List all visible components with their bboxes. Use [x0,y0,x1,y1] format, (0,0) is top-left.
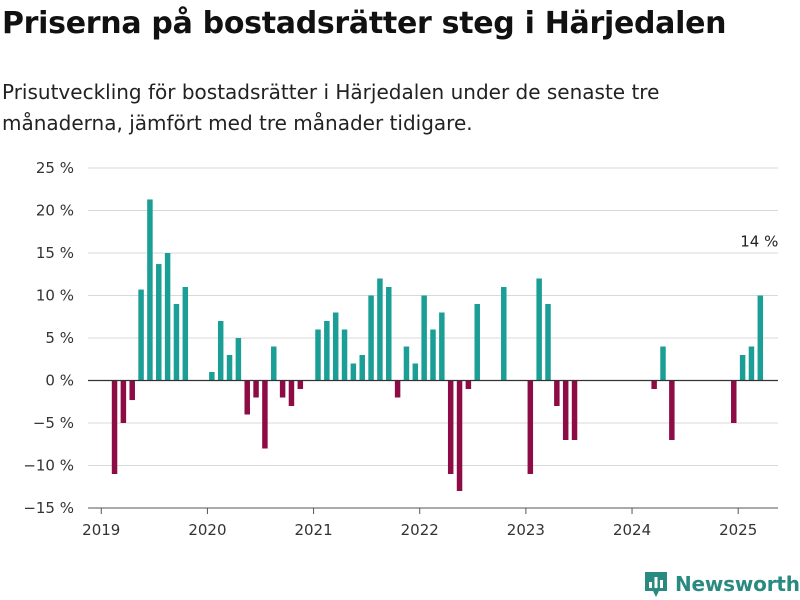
bar [465,380,472,389]
bar [527,380,534,474]
bar [651,380,657,389]
newsworthy-logo: Newsworthy [643,568,800,600]
bar [217,321,224,381]
bar [209,372,215,381]
bar [386,287,392,381]
x-tick-label: 2025 [719,521,757,539]
bar [571,380,578,440]
bar [129,380,135,401]
bar [562,380,569,440]
y-tick-label: −15 % [23,499,74,517]
brand-name: Newsworthy [675,572,800,596]
bar [403,346,410,381]
bar [394,380,401,398]
x-tick-label: 2023 [507,521,545,539]
bar [324,321,330,381]
last-value-annotation: 14 % [740,233,778,251]
bar [739,355,746,381]
bar [660,346,666,381]
bar [412,363,419,381]
bar [359,355,365,381]
y-tick-label: 0 % [45,372,74,390]
bar [439,312,445,381]
chart-title: Priserna på bostadsrätter steg i Härjeda… [2,6,727,41]
bar [279,380,286,398]
bar-chart-logo-icon [645,571,667,597]
bar [748,346,755,381]
bar [430,329,436,381]
chart-subtitle: Prisutveckling för bostadsrätter i Härje… [2,80,660,135]
bar [536,278,542,381]
x-tick-label: 2024 [613,521,651,539]
bar [262,380,268,449]
bar [297,380,304,389]
bar [332,312,339,381]
y-tick-label: 10 % [36,287,74,305]
y-tick-label: 20 % [36,202,74,220]
y-tick-label: −10 % [23,457,74,475]
bar [244,380,250,415]
bar [173,304,180,381]
bar [368,295,374,381]
bar [474,304,480,381]
x-axis-ticks: 2019 2020 2021 2022 2023 2024 2025 [82,508,757,539]
y-tick-label: 25 % [36,159,74,177]
y-tick-label: −5 % [33,414,74,432]
bar [111,380,118,474]
y-tick-label: 5 % [45,329,74,347]
x-tick-label: 2021 [294,521,332,539]
bar [164,253,171,381]
bar [182,287,189,381]
bar [377,278,383,381]
bars [111,199,764,491]
bar [501,287,507,381]
bar [226,355,233,381]
y-axis-ticks: −15 % −10 % −5 % 0 % 5 % 10 % 15 % 20 % 25 % [23,159,74,517]
x-tick-label: 2019 [82,521,120,539]
bar [156,264,162,381]
bar [421,295,427,381]
bar [545,304,551,381]
x-tick-label: 2022 [401,521,439,539]
bar [288,380,295,406]
bar [757,295,764,381]
bar [138,289,144,381]
bar [341,329,348,381]
bar [315,329,321,381]
x-tick-label: 2020 [188,521,226,539]
bar [271,346,277,381]
bar [731,380,737,423]
bar [120,380,127,423]
bar [554,380,560,406]
bar [147,199,153,381]
y-tick-label: 15 % [36,244,74,262]
bar [456,380,463,491]
bar [235,338,242,381]
bar [669,380,675,440]
bar [350,363,357,381]
bar [253,380,259,398]
bar [447,380,454,474]
